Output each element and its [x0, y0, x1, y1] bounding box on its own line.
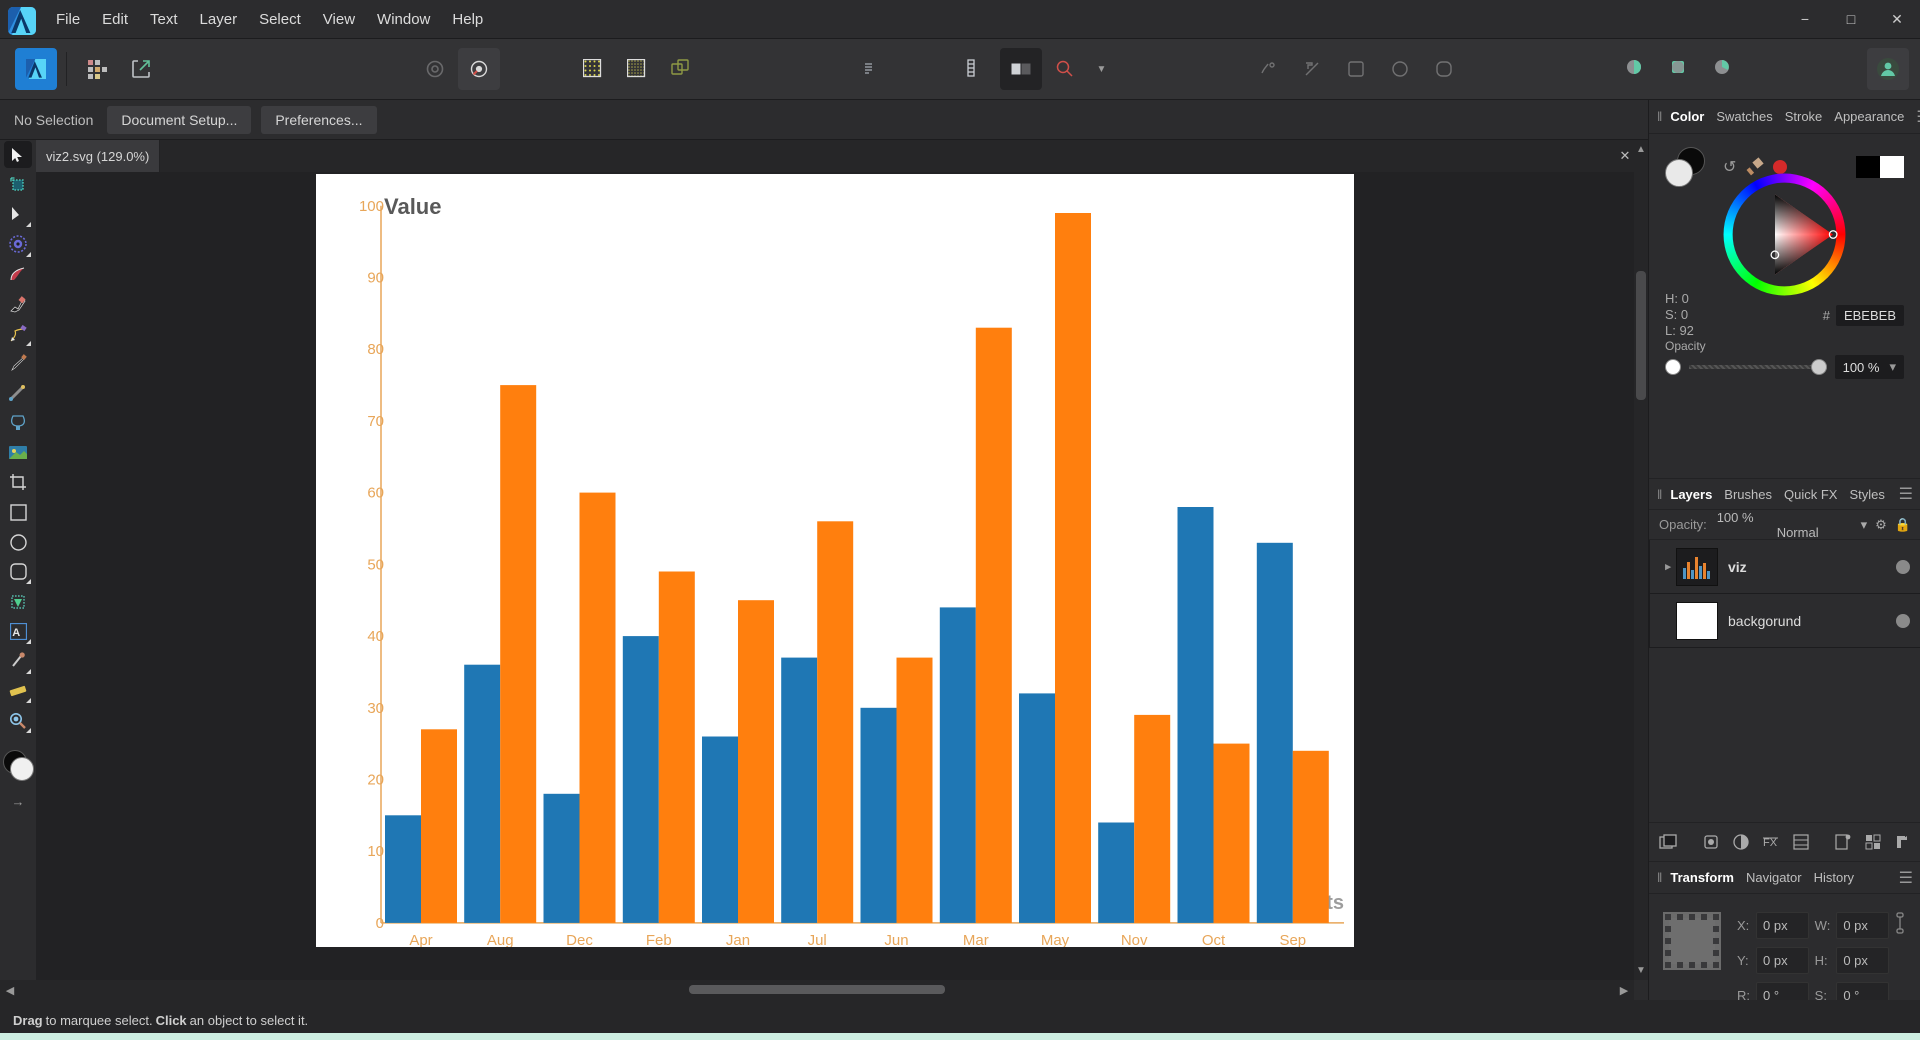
svg-text:40: 40 — [367, 628, 384, 645]
svg-text:Jun: Jun — [884, 932, 908, 947]
svg-text:80: 80 — [367, 341, 384, 358]
svg-text:50: 50 — [367, 556, 384, 573]
svg-text:Apr: Apr — [409, 932, 432, 947]
svg-text:May: May — [1041, 932, 1070, 947]
svg-text:Value: Value — [384, 194, 441, 219]
svg-text:90: 90 — [367, 270, 384, 287]
svg-text:0: 0 — [376, 915, 384, 932]
svg-text:20: 20 — [367, 771, 384, 788]
svg-text:Aug: Aug — [487, 932, 514, 947]
svg-text:60: 60 — [367, 485, 384, 502]
svg-text:Mar: Mar — [963, 932, 989, 947]
svg-text:Dec: Dec — [566, 932, 593, 947]
svg-text:Feb: Feb — [646, 932, 672, 947]
svg-text:Sep: Sep — [1279, 932, 1306, 947]
svg-text:Jan: Jan — [726, 932, 750, 947]
svg-text:10: 10 — [367, 843, 384, 860]
svg-text:Nov: Nov — [1121, 932, 1148, 947]
svg-text:Jul: Jul — [808, 932, 827, 947]
svg-text:100: 100 — [359, 198, 384, 215]
svg-text:FX: FX — [1763, 837, 1778, 849]
svg-text:Oct: Oct — [1202, 932, 1226, 947]
svg-text:70: 70 — [367, 413, 384, 430]
svg-text:A: A — [12, 627, 20, 639]
svg-text:30: 30 — [367, 700, 384, 717]
